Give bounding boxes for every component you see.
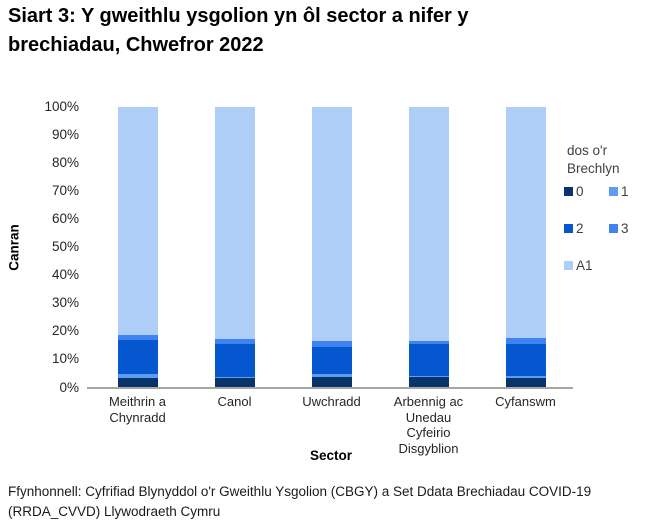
y-axis-title: Canran bbox=[6, 224, 22, 271]
legend-item-dose-1: 1 bbox=[609, 184, 629, 199]
x-category-label: Meithrin a Chynradd bbox=[108, 394, 167, 425]
legend-swatch-icon bbox=[564, 261, 573, 270]
legend-item-dose-A1: A1 bbox=[564, 258, 593, 273]
legend-label: A1 bbox=[576, 258, 593, 273]
chart-title: Siart 3: Y gweithlu ysgolion yn ôl secto… bbox=[8, 5, 469, 56]
stacked-bar bbox=[408, 107, 449, 388]
legend-swatch-icon bbox=[564, 187, 573, 196]
bar-segment-dose-3 bbox=[117, 335, 158, 341]
x-category-label: Arbennig ac Unedau Cyfeirio Disgyblion bbox=[393, 394, 464, 456]
legend-title: dos o'r Brechlyn bbox=[567, 143, 620, 177]
stacked-bar bbox=[214, 107, 255, 388]
legend-label: 2 bbox=[576, 221, 584, 236]
y-tick-label: 90% bbox=[51, 127, 79, 143]
y-tick-label: 100% bbox=[44, 99, 79, 114]
legend-item-dose-0: 0 bbox=[564, 184, 584, 199]
bar-segment-dose-3 bbox=[214, 338, 255, 344]
y-tick-label: 80% bbox=[51, 155, 79, 171]
legend-item-dose-2: 2 bbox=[564, 221, 584, 236]
bar-segment-dose-A1 bbox=[408, 107, 449, 342]
y-tick-label: 0% bbox=[59, 379, 79, 395]
bar-segment-dose-1 bbox=[408, 376, 449, 378]
source-note: Ffynhonnell: Cyfrifiad Blynyddol o'r Gwe… bbox=[8, 484, 592, 520]
bar-segment-dose-3 bbox=[408, 341, 449, 345]
legend-label: 1 bbox=[621, 184, 629, 199]
legend-item-dose-3: 3 bbox=[609, 221, 629, 236]
bar-segment-dose-2 bbox=[214, 343, 255, 378]
bar-segment-dose-1 bbox=[505, 375, 546, 378]
bar-segment-dose-1 bbox=[117, 374, 158, 378]
legend-swatch-icon bbox=[564, 224, 573, 233]
bar-segment-dose-2 bbox=[408, 344, 449, 377]
bar-segment-dose-A1 bbox=[505, 107, 546, 339]
stacked-bar bbox=[311, 107, 352, 388]
x-axis-title: Sector bbox=[309, 448, 353, 463]
y-tick-label: 60% bbox=[51, 211, 79, 227]
stacked-bar bbox=[117, 107, 158, 388]
bar-segment-dose-2 bbox=[505, 344, 546, 376]
bar-segment-dose-A1 bbox=[311, 107, 352, 341]
y-tick-label: 20% bbox=[51, 323, 79, 339]
y-tick-label: 40% bbox=[51, 267, 79, 283]
bar-segment-dose-3 bbox=[311, 340, 352, 347]
y-tick-label: 30% bbox=[51, 295, 79, 311]
bar-segment-dose-2 bbox=[117, 340, 158, 375]
x-category-label: Cyfanswm bbox=[495, 394, 556, 409]
bar-segment-dose-A1 bbox=[214, 107, 255, 339]
bar-segment-dose-1 bbox=[311, 374, 352, 378]
bar-segment-dose-0 bbox=[311, 377, 352, 388]
y-tick-label: 70% bbox=[51, 183, 79, 199]
x-axis-line bbox=[87, 387, 573, 389]
legend-label: 0 bbox=[576, 184, 584, 199]
stacked-bar bbox=[505, 107, 546, 388]
bar-segment-dose-2 bbox=[311, 346, 352, 374]
bar-segment-dose-A1 bbox=[117, 107, 158, 336]
y-tick-label: 50% bbox=[51, 239, 79, 255]
bar-segment-dose-0 bbox=[505, 377, 546, 388]
bar-segment-dose-0 bbox=[408, 377, 449, 388]
y-tick-label: 10% bbox=[51, 351, 79, 367]
legend-swatch-icon bbox=[609, 187, 618, 196]
x-category-label: Canol bbox=[217, 394, 252, 409]
legend-label: 3 bbox=[621, 221, 629, 236]
bar-segment-dose-0 bbox=[117, 377, 158, 388]
bar-segment-dose-1 bbox=[214, 377, 255, 379]
bar-segment-dose-0 bbox=[214, 378, 255, 388]
legend-swatch-icon bbox=[609, 224, 618, 233]
x-category-label: Uwchradd bbox=[302, 394, 361, 409]
bar-segment-dose-3 bbox=[505, 338, 546, 344]
